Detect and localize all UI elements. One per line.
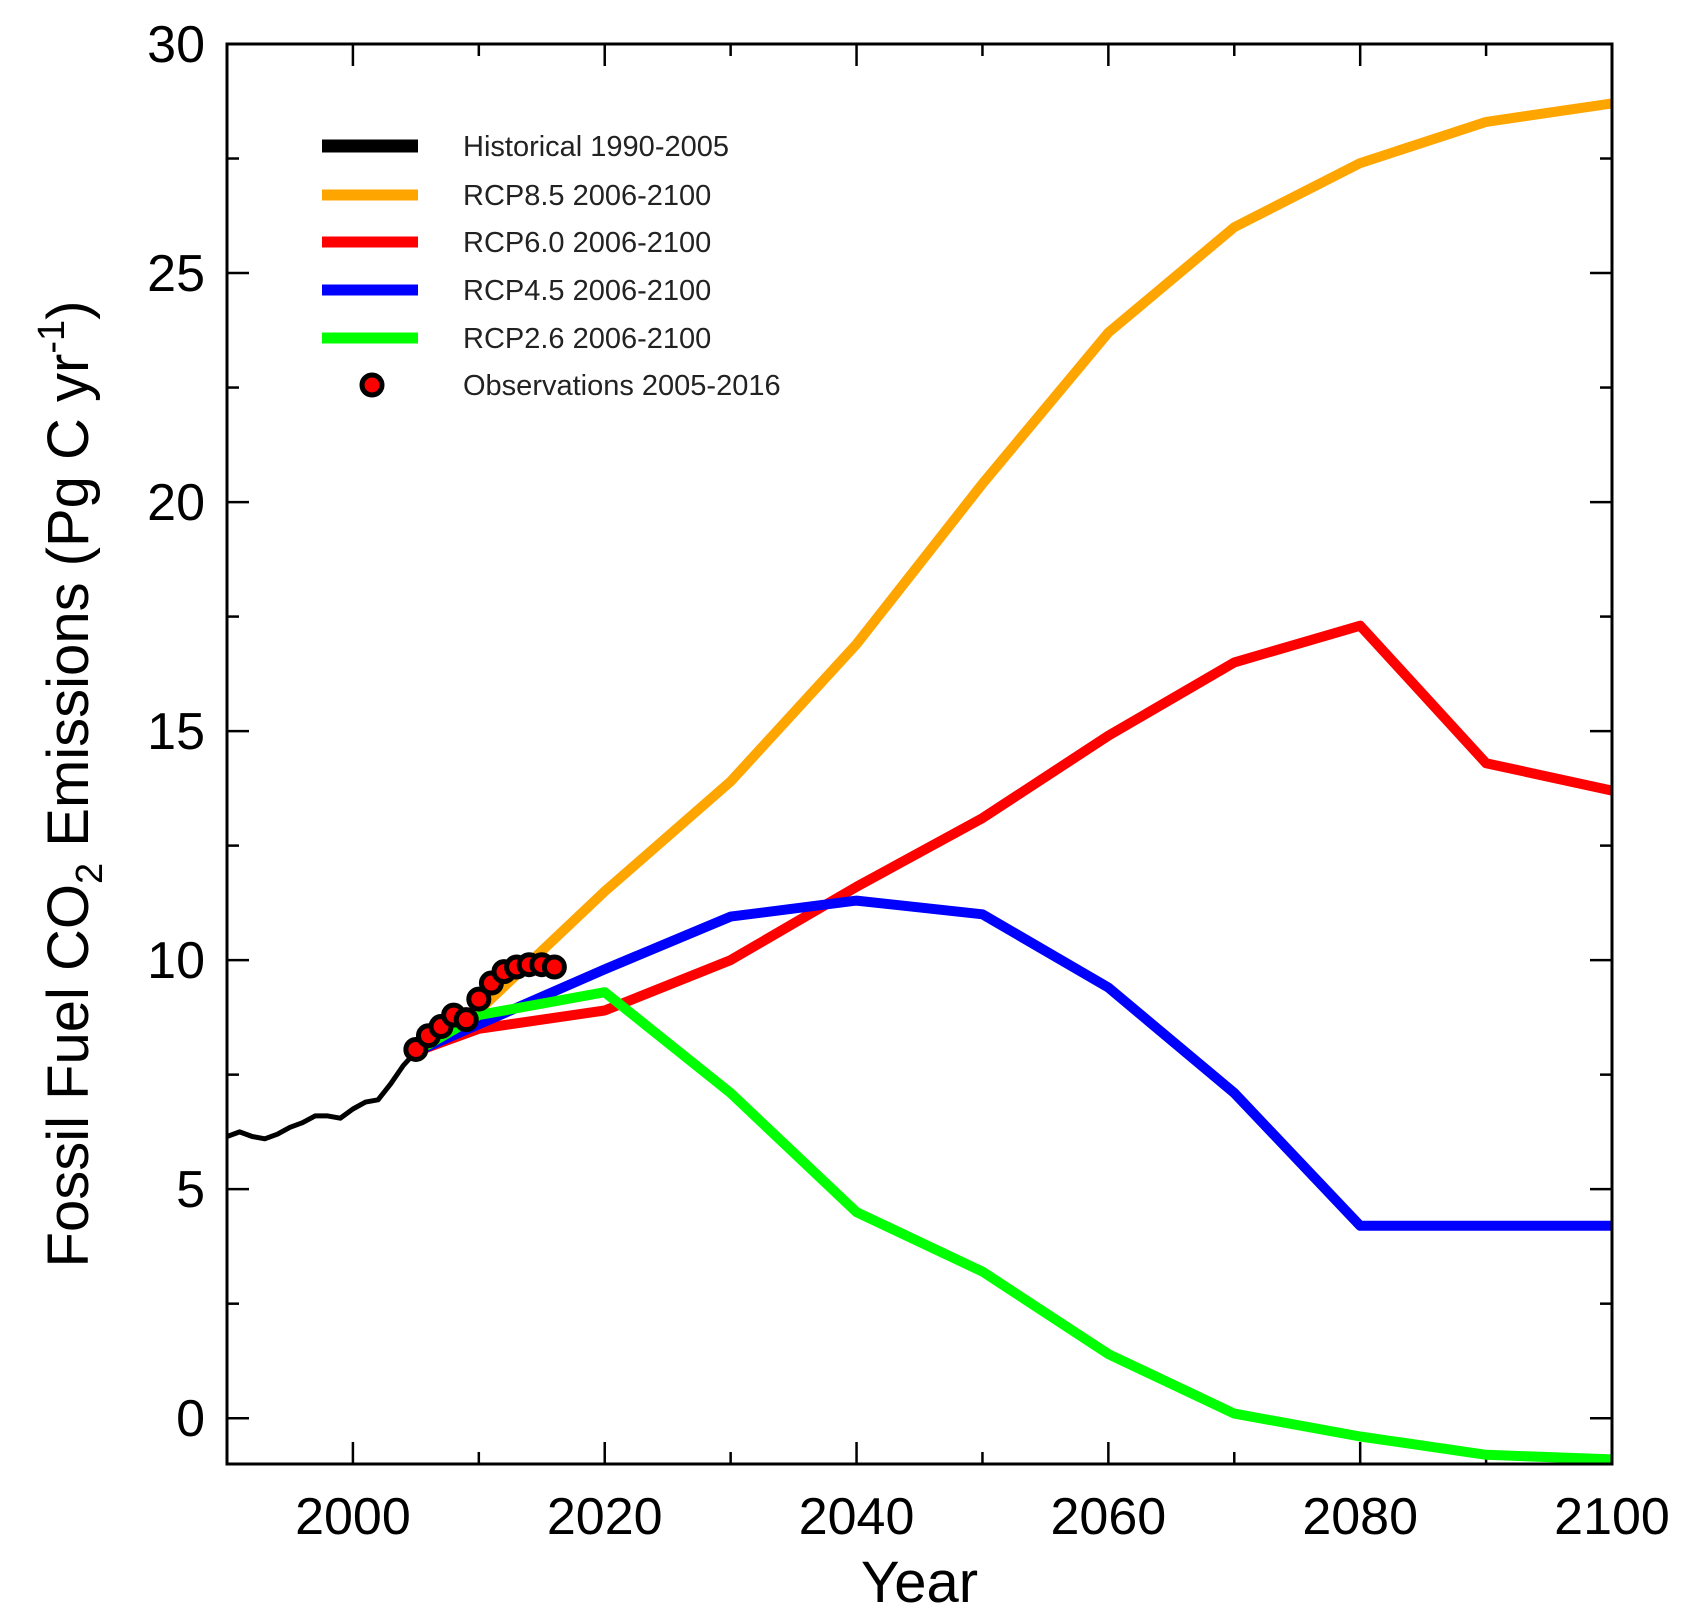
series-line-rcp6-0 bbox=[414, 620, 1612, 1057]
observation-point bbox=[453, 1007, 479, 1033]
x-tick-label: 2100 bbox=[1554, 1488, 1670, 1546]
y-axis-title-suffix: Emissions (Pg C yr bbox=[36, 354, 101, 863]
y-axis-title-superscript: -1 bbox=[31, 320, 73, 354]
series-line-rcp4-5 bbox=[413, 895, 1612, 1231]
y-axis-title: Fossil Fuel CO2 Emissions (Pg C yr-1) bbox=[31, 301, 111, 1268]
x-tick-label: 2000 bbox=[295, 1488, 411, 1546]
series-line-rcp2-6 bbox=[413, 987, 1612, 1464]
y-tick-label: 25 bbox=[147, 245, 205, 303]
y-tick-label: 10 bbox=[147, 932, 205, 990]
legend: Historical 1990-2005 RCP8.5 2006-2100 RCP6… bbox=[322, 131, 781, 402]
observation-point bbox=[541, 954, 567, 980]
y-axis-title-prefix: Fossil Fuel CO bbox=[36, 884, 101, 1268]
series-line-historical bbox=[227, 1050, 418, 1142]
tick-marks bbox=[225, 42, 1614, 1464]
y-tick-label: 30 bbox=[147, 16, 205, 74]
x-tick-label: 2080 bbox=[1302, 1488, 1418, 1546]
plot-frame bbox=[225, 42, 1614, 1466]
x-tick-label: 2040 bbox=[799, 1488, 915, 1546]
legend-label: RCP6.0 2006-2100 bbox=[463, 227, 711, 259]
y-axis-title-subscript: 2 bbox=[69, 863, 111, 884]
legend-label: RCP2.6 2006-2100 bbox=[463, 323, 711, 355]
x-tick-label: 2020 bbox=[547, 1488, 663, 1546]
legend-marker bbox=[359, 372, 385, 398]
observation-point bbox=[466, 986, 492, 1012]
y-tick-label: 0 bbox=[176, 1390, 205, 1448]
legend-label: Historical 1990-2005 bbox=[463, 131, 729, 163]
y-axis-title-close: ) bbox=[36, 301, 101, 320]
y-tick-label: 20 bbox=[147, 474, 205, 532]
legend-label: RCP8.5 2006-2100 bbox=[463, 180, 711, 212]
x-axis-title: Year bbox=[861, 1550, 978, 1615]
y-tick-label: 15 bbox=[147, 703, 205, 761]
x-tick-label: 2060 bbox=[1051, 1488, 1167, 1546]
series-line-rcp8-5 bbox=[413, 98, 1612, 1056]
tick-labels: 2000 2020 2040 2060 2080 2100 0 5 10 15 20 25 30 bbox=[147, 16, 1670, 1546]
legend-label: RCP4.5 2006-2100 bbox=[463, 275, 711, 307]
y-tick-label: 5 bbox=[176, 1161, 205, 1219]
series-lines bbox=[227, 98, 1612, 1464]
observation-points bbox=[403, 952, 567, 1062]
legend-label: Observations 2005-2016 bbox=[463, 370, 781, 402]
